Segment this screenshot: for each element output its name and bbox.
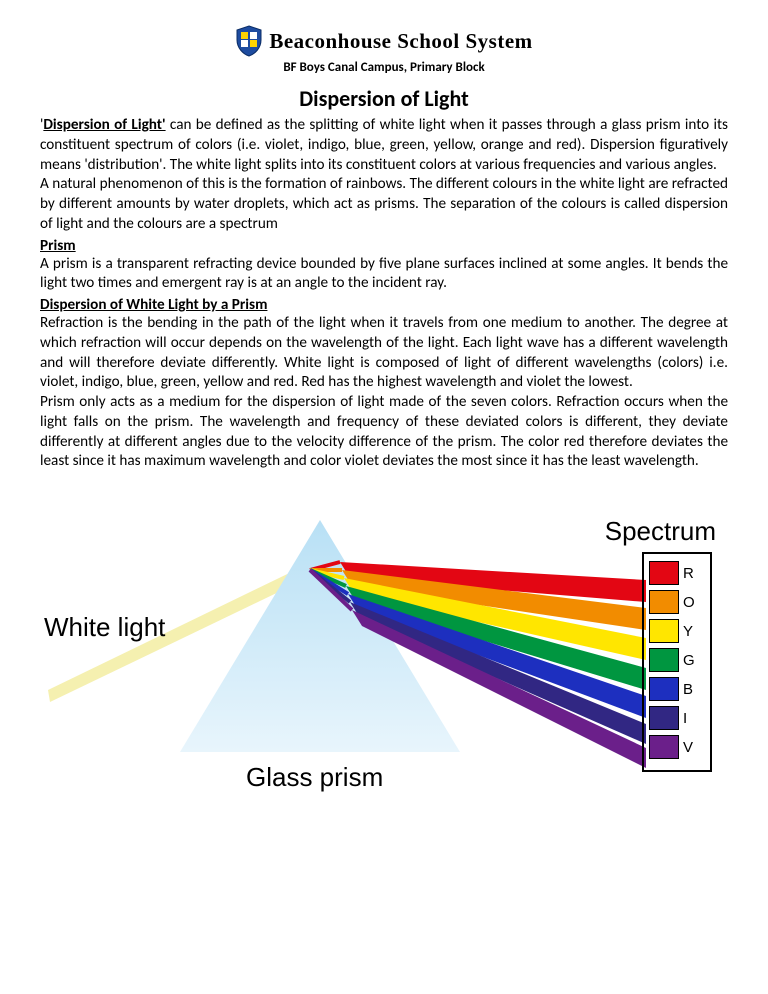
swatch-label-b: B <box>683 681 693 698</box>
school-name: Beaconhouse School System <box>269 29 532 54</box>
swatch-r <box>649 561 679 585</box>
swatch-v <box>649 735 679 759</box>
swatch-label-v: V <box>683 739 693 756</box>
term-dispersion: Dispersion of Light' <box>43 116 165 134</box>
subhead-dispersion: Dispersion of White Light by a Prism <box>40 296 728 314</box>
swatch-o <box>649 590 679 614</box>
spectrum-box: R O Y G B I V <box>642 552 712 772</box>
subhead-prism: Prism <box>40 237 728 255</box>
paragraph-prism: A prism is a transparent refracting devi… <box>40 255 728 295</box>
glass-prism-label: Glass prism <box>246 762 383 793</box>
paragraph-intro: 'Dispersion of Light' can be defined as … <box>40 116 728 175</box>
swatch-b <box>649 677 679 701</box>
swatch-label-r: R <box>683 565 694 582</box>
spectrum-label: Spectrum <box>605 516 716 547</box>
school-logo-icon <box>235 24 263 58</box>
paragraph-disp1: Refraction is the bending in the path of… <box>40 314 728 393</box>
swatch-y <box>649 619 679 643</box>
white-light-label: White light <box>44 612 165 643</box>
spectrum-row-y: Y <box>649 618 705 644</box>
swatch-label-g: G <box>683 652 695 669</box>
swatch-i <box>649 706 679 730</box>
spectrum-row-g: G <box>649 647 705 673</box>
logo-row: Beaconhouse School System <box>40 24 728 58</box>
spectrum-row-b: B <box>649 676 705 702</box>
swatch-label-o: O <box>683 594 695 611</box>
prism-diagram: White light Glass prism Spectrum R O Y G… <box>40 490 728 810</box>
spectrum-row-v: V <box>649 734 705 760</box>
spectrum-row-o: O <box>649 589 705 615</box>
paragraph-disp2: Prism only acts as a medium for the disp… <box>40 393 728 472</box>
spectrum-row-i: I <box>649 705 705 731</box>
swatch-label-y: Y <box>683 623 693 640</box>
swatch-g <box>649 648 679 672</box>
paragraph-rainbow: A natural phenomenon of this is the form… <box>40 175 728 234</box>
spectrum-row-r: R <box>649 560 705 586</box>
page-title: Dispersion of Light <box>40 85 728 112</box>
swatch-label-i: I <box>683 710 687 727</box>
document-header: Beaconhouse School System BF Boys Canal … <box>40 24 728 75</box>
campus-name: BF Boys Canal Campus, Primary Block <box>40 60 728 75</box>
